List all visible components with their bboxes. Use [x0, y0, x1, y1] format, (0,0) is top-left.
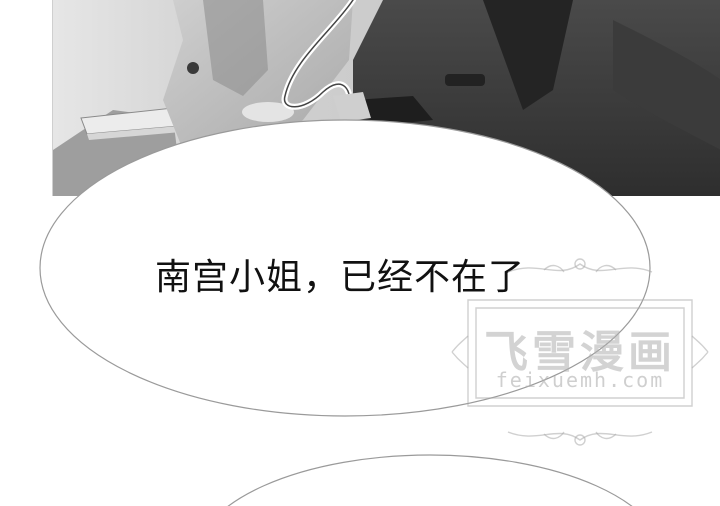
watermark-url: feixuemh.com	[495, 368, 665, 392]
next-speech-bubble	[227, 454, 633, 506]
watermark-frame-icon	[451, 258, 709, 446]
watermark-logo-text: 飞雪漫画	[484, 327, 676, 378]
dialogue-text: 南宫小姐，已经不在了	[154, 257, 525, 298]
main-speech-bubble	[39, 119, 651, 417]
watermark: 飞雪漫画 feixuemh.com	[448, 256, 712, 456]
